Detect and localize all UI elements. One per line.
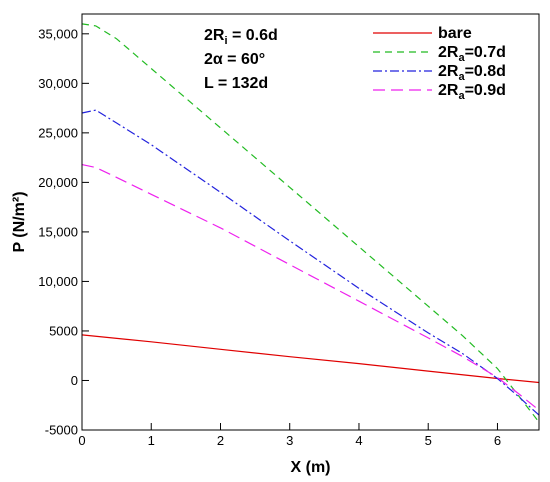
x-tick-label-1: 1: [148, 433, 155, 448]
y-tick-label-7: 30,000: [38, 76, 78, 91]
annotation-block: 2Ri = 0.6d 2α = 60° L = 132d: [204, 27, 278, 92]
y-tick-label-0: -5000: [45, 423, 78, 438]
series-line-0: [81, 334, 540, 384]
annotation-line-0: 2Ri = 0.6d: [204, 27, 278, 47]
legend-label-0: bare: [438, 25, 472, 42]
y-tick-label-2: 5000: [49, 323, 78, 338]
y-tick-label-8: 35,000: [38, 26, 78, 41]
annotation-line-1: 2α = 60°: [204, 51, 265, 68]
series-layer: [81, 23, 540, 423]
y-tick-label-3: 10,000: [38, 274, 78, 289]
x-axis-title: X (m): [291, 459, 331, 476]
series-line-1: [81, 23, 540, 423]
y-tick-label-4: 15,000: [38, 224, 78, 239]
legend-label-1: 2Ra=0.7d: [438, 44, 506, 64]
x-tick-label-4: 4: [355, 433, 362, 448]
legend-label-2: 2Ra=0.8d: [438, 63, 506, 83]
x-tick-label-0: 0: [78, 433, 85, 448]
series-line-3: [81, 164, 540, 411]
plot-frame: [81, 13, 540, 431]
series-line-2: [81, 109, 540, 416]
y-tick-label-6: 25,000: [38, 125, 78, 140]
x-tick-label-6: 6: [494, 433, 501, 448]
x-tick-label-3: 3: [286, 433, 293, 448]
y-tick-label-1: 0: [71, 373, 78, 388]
legend-label-3: 2Ra=0.9d: [438, 82, 506, 102]
y-tick-label-5: 20,000: [38, 175, 78, 190]
ticks-layer: 0 1 2 3 4 5 6-50000500010,00015,00020,00025,00…: [38, 26, 501, 448]
y-axis-title: P (N/m²): [11, 191, 28, 252]
x-tick-label-2: 2: [217, 433, 224, 448]
x-tick-label-5: 5: [425, 433, 432, 448]
annotation-line-2: L = 132d: [204, 75, 268, 92]
